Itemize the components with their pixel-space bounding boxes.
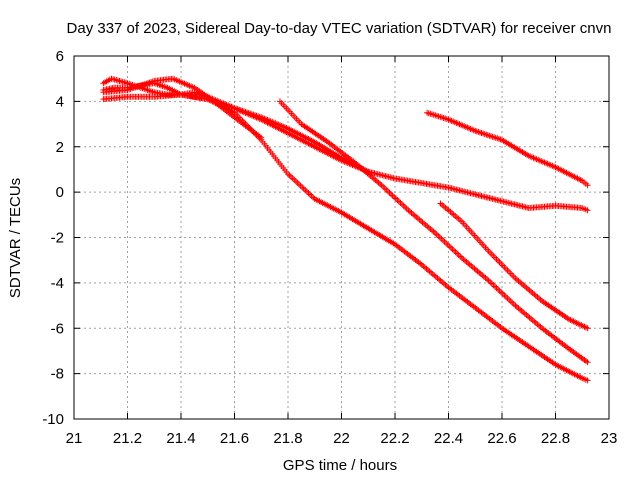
y-tick-label: -8 xyxy=(51,366,64,383)
axis-ticks: 21 21.2 21.4 21.6 21.8 22 22.2 22.4 22.6 22.8 23 -1… xyxy=(42,48,617,447)
y-tick-label: -2 xyxy=(51,230,64,247)
x-tick-label: 21.8 xyxy=(273,430,302,447)
x-tick-label: 22.6 xyxy=(487,430,516,447)
plus-markers xyxy=(100,75,265,141)
series-track-7 xyxy=(437,200,591,332)
y-tick-label: -4 xyxy=(51,275,64,292)
x-tick-label: 23 xyxy=(601,430,618,447)
x-tick-label: 22.4 xyxy=(434,430,463,447)
x-axis-title: GPS time / hours xyxy=(283,457,397,474)
y-tick-label: -6 xyxy=(51,320,64,337)
data-points xyxy=(100,75,591,384)
y-axis-title: SDTVAR / TECUs xyxy=(7,178,24,298)
x-tick-label: 22.8 xyxy=(541,430,570,447)
x-tick-label: 21.4 xyxy=(166,430,195,447)
series-track-4 xyxy=(100,75,265,141)
y-tick-label: 0 xyxy=(56,184,64,201)
plus-markers xyxy=(100,75,372,175)
plus-markers xyxy=(437,200,591,332)
series-track-3 xyxy=(100,75,372,175)
grid-lines xyxy=(74,56,609,419)
chart-title: Day 337 of 2023, Sidereal Day-to-day VTE… xyxy=(67,20,612,37)
plus-markers xyxy=(277,98,591,366)
y-tick-label: -10 xyxy=(42,411,64,428)
series-track-6 xyxy=(424,109,591,189)
y-tick-label: 6 xyxy=(56,48,64,65)
series-track-5 xyxy=(277,98,591,366)
y-tick-label: 2 xyxy=(56,139,64,156)
x-tick-label: 21.2 xyxy=(113,430,142,447)
x-tick-label: 22 xyxy=(333,430,350,447)
x-tick-label: 21 xyxy=(66,430,83,447)
x-tick-label: 21.6 xyxy=(220,430,249,447)
plus-markers xyxy=(424,109,591,189)
x-tick-label: 22.2 xyxy=(380,430,409,447)
y-tick-label: 4 xyxy=(56,93,64,110)
